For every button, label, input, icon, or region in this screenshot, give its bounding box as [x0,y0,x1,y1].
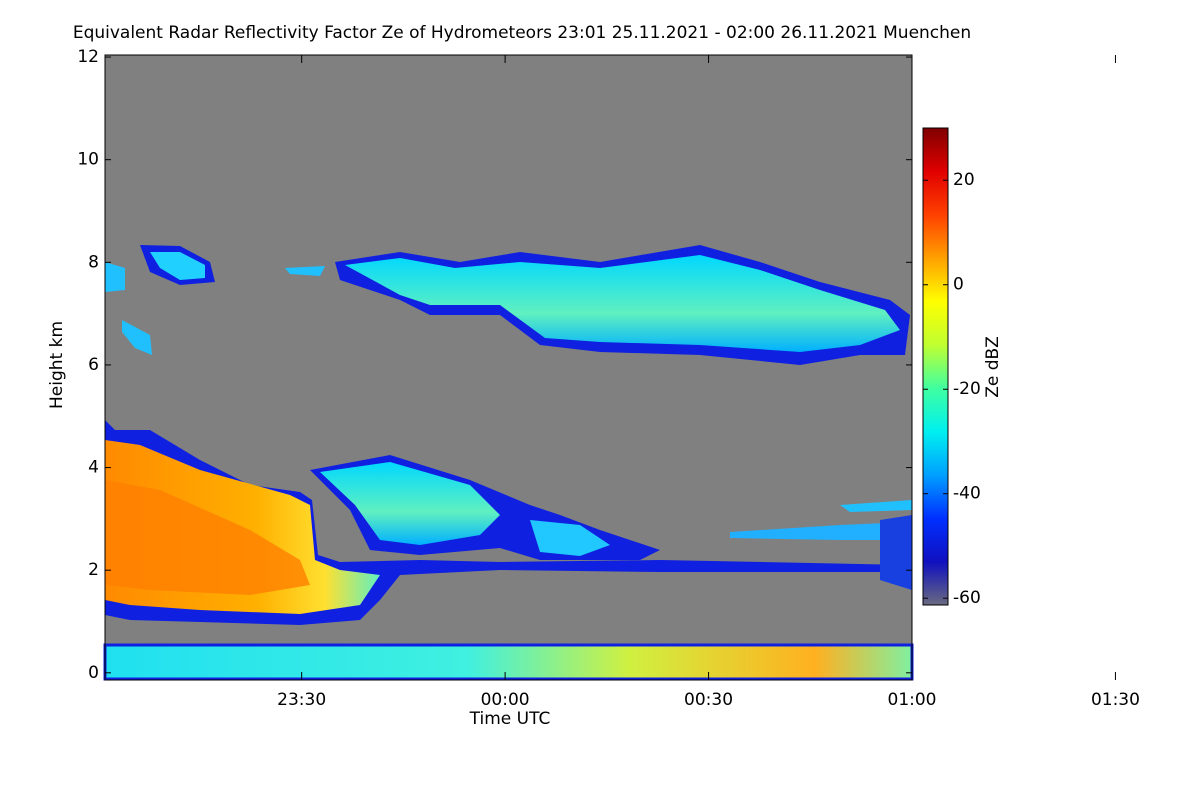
y-tick-label: 6 [88,355,99,375]
echo-region [122,320,152,355]
echo-region [150,252,205,280]
y-axis-label: Height km [47,321,67,409]
x-axis-label: Time UTC [469,709,551,729]
y-tick-label: 10 [77,150,99,170]
echo-region [103,643,914,681]
echo-region [320,462,500,545]
colorbar-label: Ze dBZ [983,336,1003,398]
x-tick-label: 00:00 [481,690,530,710]
colorbar [922,127,949,606]
echo-region [285,266,325,276]
y-tick-label: 0 [88,663,99,683]
plot-frame [104,54,913,681]
y-tick-label: 8 [88,252,99,272]
x-tick-label: 01:30 [1091,690,1140,710]
echo-region [105,480,310,595]
colorbar-tick-label: -60 [953,588,981,608]
x-tick-label: 01:00 [888,690,937,710]
colorbar-tick-label: 0 [953,275,964,295]
echo-region [880,515,912,590]
y-tick-label: 2 [88,560,99,580]
radar-echoes [103,245,914,681]
echo-region [730,522,912,540]
y-tick-label: 12 [77,47,99,67]
echo-region [345,255,900,352]
x-tick-label: 23:30 [277,690,326,710]
echo-region [840,500,912,512]
colorbar-tick-label: -20 [953,379,981,399]
y-tick-label: 4 [88,458,99,478]
echo-region [530,520,610,556]
chart-title: Equivalent Radar Reflectivity Factor Ze … [73,23,971,43]
colorbar-tick-label: 20 [953,170,975,190]
x-tick-label: 00:30 [684,690,733,710]
colorbar-tick-label: -40 [953,484,981,504]
echo-region [105,262,125,292]
